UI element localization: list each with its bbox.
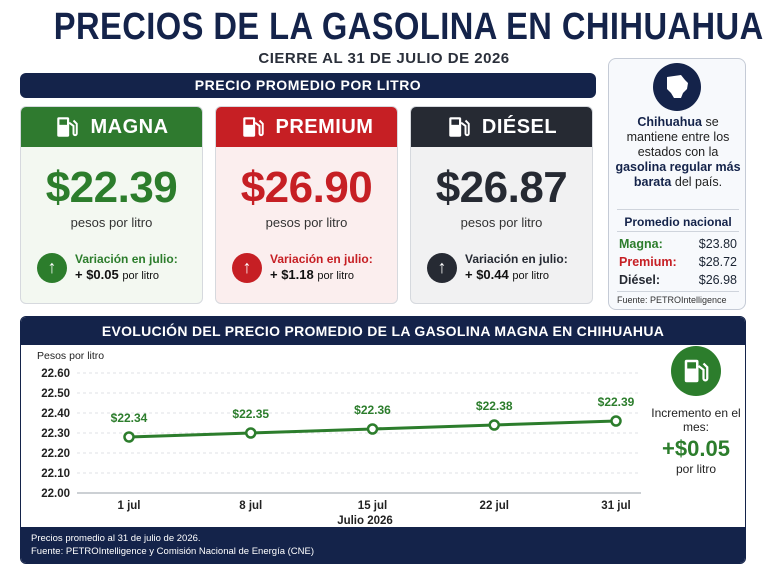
card-price: $26.90 [240,163,373,212]
x-tick-label: 8 jul [239,500,262,512]
variation-unit: por litro [317,270,355,282]
page-title: PRECIOS DE LA GASOLINA EN CHIHUAHUA [53,6,764,48]
increase-unit: por litro [675,462,716,476]
page-subtitle: CIERRE AL 31 DE JULIO DE 2026 [258,50,510,67]
y-tick-label: 22.50 [41,388,70,400]
y-tick-label: 22.00 [41,488,70,500]
data-label: $22.39 [598,395,635,409]
data-label: $22.36 [354,403,391,417]
arrow-up-icon: ↑ [427,252,457,283]
variation-unit: por litro [512,270,550,282]
price-line-chart: Pesos por litro 22.00 22.10 22.20 22.30 22.40… [37,350,641,527]
sidebar-highlight: gasolina regular más barata [615,160,741,189]
card-title: PREMIUM [275,115,374,138]
y-tick-label: 22.40 [41,408,70,420]
footnote-date: Precios promedio al 31 de julio de 2026. [31,533,201,544]
chart-title: EVOLUCIÓN DEL PRECIO PROMEDIO DE LA GASO… [21,317,745,345]
variation-unit: por litro [122,270,160,282]
state-name: Chihuahua [637,115,702,129]
y-tick-label: 22.30 [41,428,70,440]
increase-value: +$0.05 [662,436,730,461]
card-unit: pesos por litro [70,215,153,230]
variation-value: + $0.44 [465,267,509,282]
card-header: MAGNA [21,107,202,147]
card-variation: ↑ Variación en julio: + $0.05 por litro [37,251,178,284]
y-tick-label: 22.10 [41,468,70,480]
arrow-up-icon: ↑ [37,252,67,283]
gas-pump-icon [671,346,721,396]
gas-pump-icon [57,117,79,137]
variation-label: Variación en julio: [75,252,178,266]
sidebar-source: Fuente: PETROIntelligence [617,295,727,305]
data-label: $22.35 [232,407,269,421]
card-header: DIÉSEL [411,107,592,147]
variation-label: Variación en julio: [270,252,373,266]
card-variation: ↑ Variación en julio: + $1.18 por litro [232,251,373,284]
national-average-title: Promedio nacional [624,215,732,229]
card-price: $26.87 [435,163,568,212]
data-point [488,419,500,431]
chihuahua-map-icon [653,63,701,111]
data-point [123,431,135,443]
section-label: PRECIO PROMEDIO POR LITRO [20,73,596,98]
national-row-premium: Premium: $28.72 [619,255,737,269]
arrow-up-icon: ↑ [232,252,262,283]
card-header: PREMIUM [216,107,397,147]
data-point [610,415,622,427]
gas-pump-icon [449,117,470,137]
variation-label: Variación en julio: [465,252,568,266]
sidebar-message-end: del país. [674,175,723,189]
variation-value: + $1.18 [270,267,314,282]
gas-pump-icon [242,117,264,137]
variation-value: + $0.05 [75,267,119,282]
card-title: DIÉSEL [481,115,558,138]
card-magna: MAGNA $22.39 pesos por litro ↑ Variación… [20,106,203,304]
card-unit: pesos por litro [265,215,348,230]
chart-panel: EVOLUCIÓN DEL PRECIO PROMEDIO DE LA GASO… [20,316,746,564]
x-tick-label: 1 jul [117,500,140,512]
card-title: MAGNA [90,115,169,138]
card-variation: ↑ Variación en julio: + $0.44 por litro [427,251,568,284]
national-row-diesel: Diésel: $26.98 [619,273,737,287]
national-row-magna: Magna: $23.80 [619,237,737,251]
footnote-source: Fuente: PETROIntelligence y Comisión Nac… [31,546,315,557]
y-axis-label: Pesos por litro [37,350,104,362]
sidebar-message: se mantiene entre los estados con la [626,115,730,159]
y-tick-label: 22.20 [41,448,70,460]
national-comparison-panel: Chihuahua se mantiene entre los estados … [608,58,746,310]
x-tick-label: 15 jul [358,500,387,512]
card-unit: pesos por litro [460,215,543,230]
x-tick-label: 31 jul [601,500,630,512]
x-tick-label: 22 jul [480,500,509,512]
increase-label: Incremento en el mes: [651,406,741,434]
card-diesel: DIÉSEL $26.87 pesos por litro ↑ Variació… [410,106,593,304]
monthly-increase: Incremento en el mes: +$0.05 por litro [646,346,746,476]
data-label: $22.38 [476,399,513,413]
chart-footnote: Precios promedio al 31 de julio de 2026.… [21,527,745,563]
data-point [366,423,379,435]
card-premium: PREMIUM $26.90 pesos por litro ↑ Variaci… [215,106,398,304]
data-point [245,427,257,439]
x-axis-label: Julio 2026 [337,515,393,527]
y-tick-label: 22.60 [41,368,70,380]
data-label: $22.34 [111,411,148,425]
card-price: $22.39 [45,163,178,212]
